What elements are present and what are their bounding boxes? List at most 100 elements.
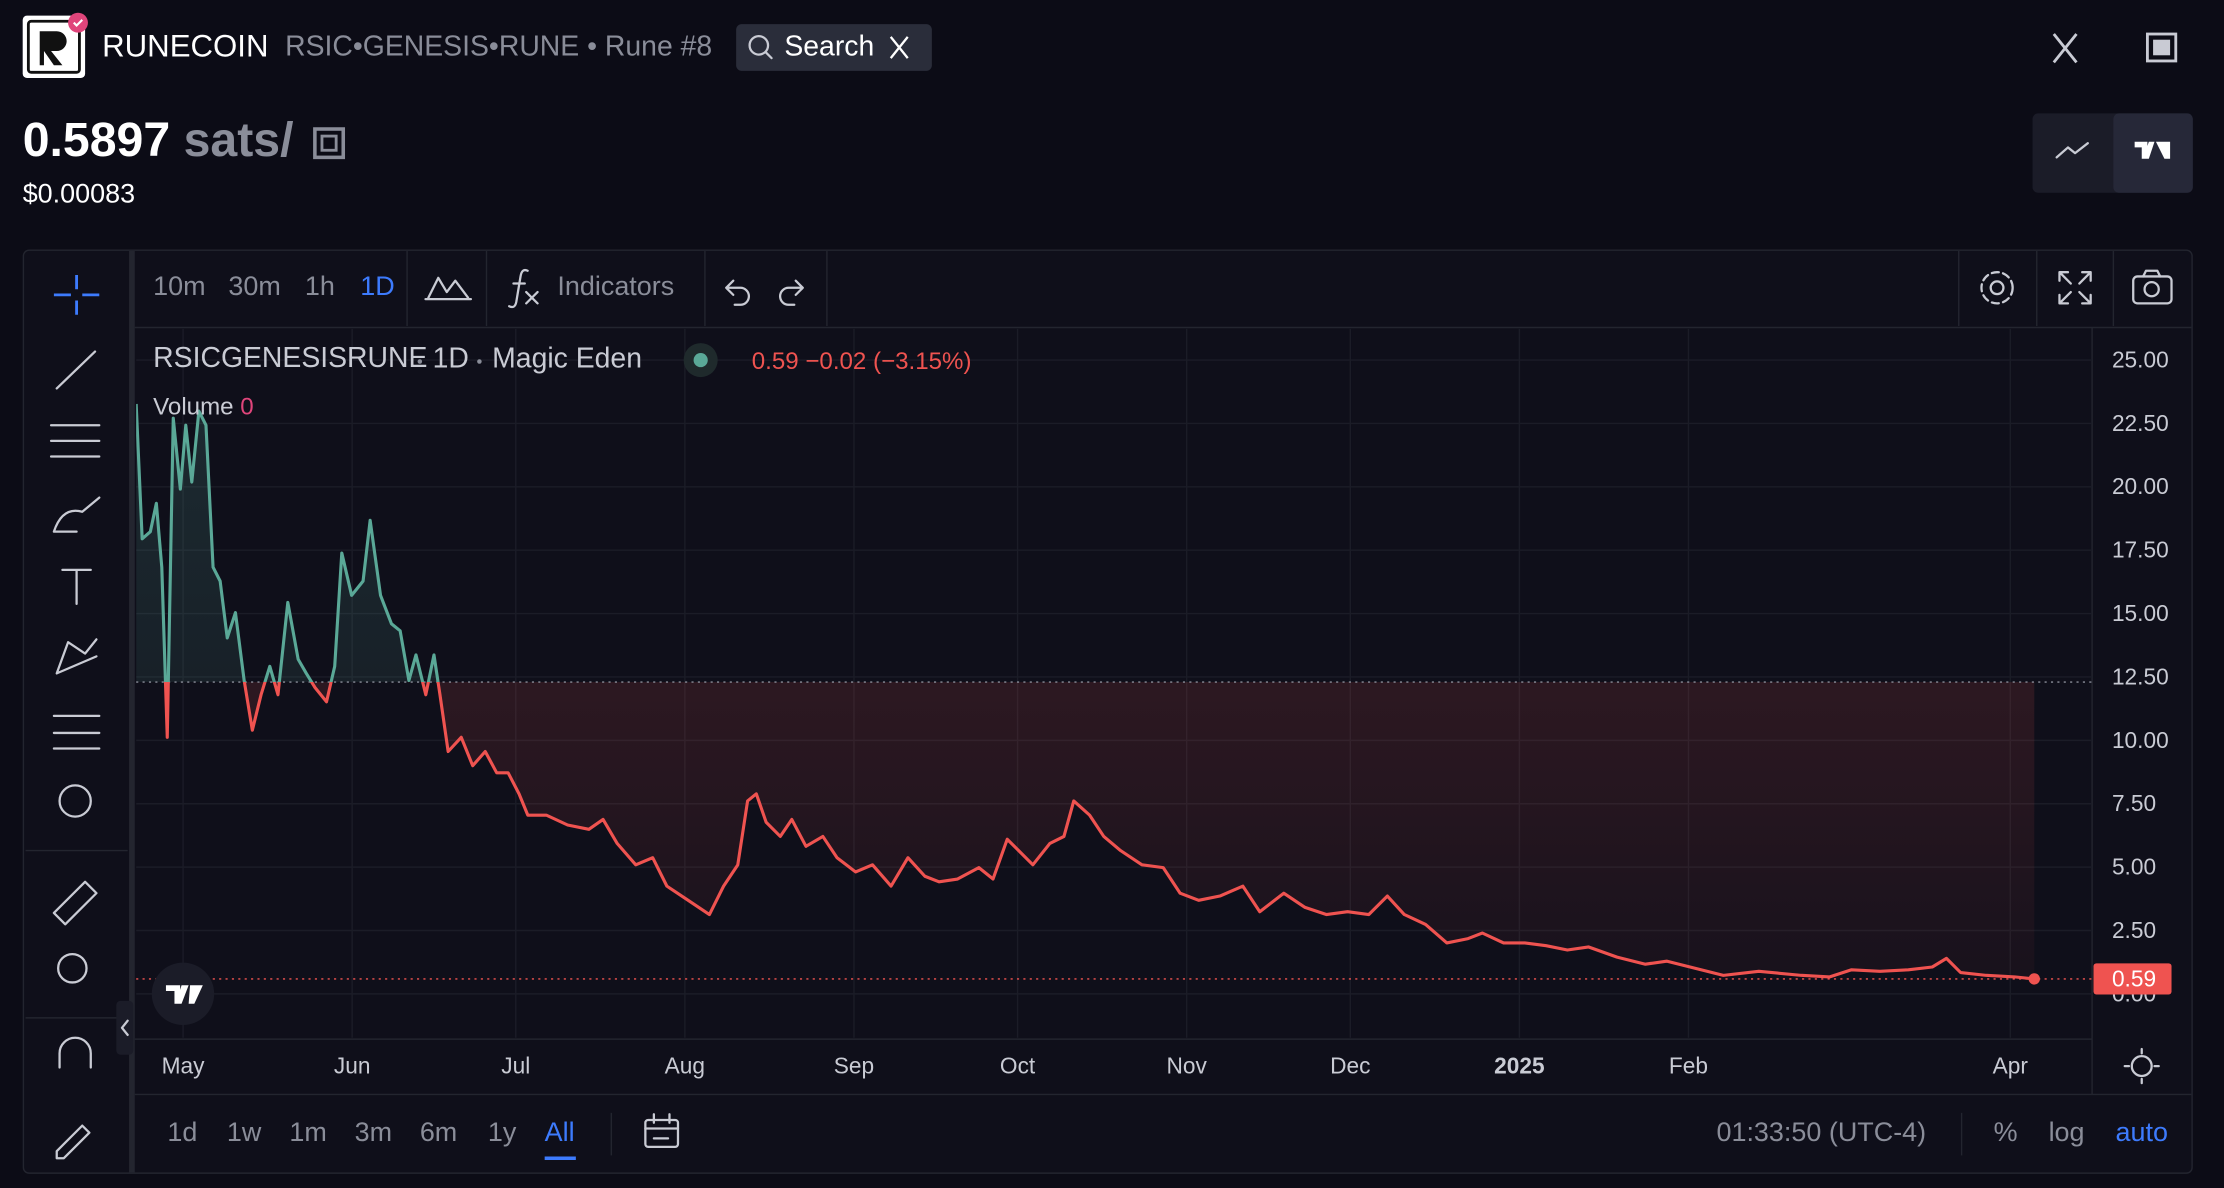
- price-label: 0.59: [2112, 965, 2156, 991]
- price-usd: $0.00083: [23, 179, 135, 209]
- collapse-button[interactable]: [116, 1000, 134, 1055]
- legend-separator: [477, 359, 482, 364]
- rune-name: RSIC•GENESIS•RUNE • Rune #8: [285, 31, 712, 63]
- legend-last: 0.59: [752, 348, 799, 375]
- window-button[interactable]: [2145, 32, 2178, 63]
- y-tick-label: 25.00: [2112, 346, 2169, 372]
- chart-toggle[interactable]: [2032, 113, 2193, 193]
- x-tick-label: 2025: [1494, 1052, 1544, 1078]
- rune-symbol: [313, 127, 346, 160]
- undo-button[interactable]: [725, 279, 750, 306]
- x-tick-label: Apr: [1993, 1052, 2029, 1078]
- x-tick-label: Jul: [501, 1052, 530, 1078]
- line-down: [163, 682, 2035, 981]
- legend-symbol: RSICGENESISRUNE: [153, 343, 427, 375]
- redo-button[interactable]: [779, 279, 804, 306]
- range-button[interactable]: 1w: [227, 1117, 262, 1147]
- x-tick-label: Sep: [834, 1052, 874, 1078]
- x-tick-label: Oct: [1000, 1052, 1036, 1078]
- line-tool[interactable]: [55, 350, 97, 390]
- toolbar-separators: [406, 250, 2115, 327]
- y-tick-label: 15.00: [2112, 600, 2169, 626]
- legend-separator: [417, 359, 423, 364]
- y-tick-label: 5.00: [2112, 854, 2156, 880]
- legend: RSICGENESISRUNE: [153, 343, 427, 375]
- line-up: [136, 403, 440, 683]
- range-button[interactable]: 1d: [167, 1117, 197, 1147]
- fullscreen-button[interactable]: [2058, 271, 2092, 305]
- range-button[interactable]: 6m: [420, 1117, 457, 1147]
- x-tick-label: Dec: [1330, 1052, 1370, 1078]
- screenshot-button[interactable]: [2132, 269, 2173, 305]
- projection-tool[interactable]: [52, 714, 101, 750]
- plot: [136, 403, 2093, 985]
- x-tick-label: Aug: [665, 1052, 705, 1078]
- area-down: [136, 682, 2035, 979]
- lock-tool[interactable]: [55, 1124, 91, 1160]
- time-axis-settings[interactable]: [2123, 1047, 2160, 1085]
- brand: RUNECOIN: [102, 28, 268, 63]
- tradingview-logo[interactable]: [151, 962, 215, 1025]
- indicators-icon[interactable]: [508, 268, 539, 309]
- y-tick-label: 20.00: [2112, 473, 2169, 499]
- interval-button[interactable]: 10m: [153, 271, 205, 301]
- interval-button[interactable]: 30m: [228, 271, 280, 301]
- search-label: Search: [784, 31, 874, 63]
- y-tick-label: 7.50: [2112, 790, 2156, 816]
- legend-source: Magic Eden: [492, 343, 642, 375]
- range-button-active[interactable]: All: [545, 1117, 575, 1147]
- fib-tool[interactable]: [49, 424, 101, 458]
- volume-value: 0: [240, 394, 253, 421]
- price: 0.5897 sats/: [23, 113, 294, 167]
- y-tick-label: 17.50: [2112, 537, 2169, 563]
- x-tick-label: Nov: [1167, 1052, 1208, 1078]
- y-tick-label: 2.50: [2112, 917, 2156, 943]
- x-tick-label: Feb: [1669, 1052, 1708, 1078]
- price-value: 0.5897: [23, 113, 170, 167]
- range-button[interactable]: 1y: [488, 1117, 517, 1147]
- zoom-tool[interactable]: [57, 952, 88, 984]
- volume-legend: Volume 0: [153, 394, 254, 421]
- legend-values: 0.59 −0.02 (−3.15%): [752, 348, 972, 375]
- range-button[interactable]: 1m: [289, 1117, 326, 1147]
- search-button[interactable]: Search: [736, 24, 932, 71]
- settings-button[interactable]: [1980, 271, 2014, 305]
- clock: 01:33:50 (UTC-4): [1716, 1117, 1926, 1147]
- emoji-tool[interactable]: [58, 784, 92, 818]
- go-to-date-button[interactable]: [644, 1113, 680, 1149]
- y-tick-label: 10.00: [2112, 727, 2169, 753]
- logo[interactable]: [22, 12, 88, 78]
- range-button[interactable]: 3m: [355, 1117, 392, 1147]
- price-label-box: [2093, 963, 2172, 995]
- drawing-tools: [25, 275, 134, 1160]
- log-scale-button[interactable]: log: [2049, 1117, 2085, 1147]
- x-link[interactable]: [2052, 33, 2078, 64]
- last-point: [2028, 973, 2040, 985]
- text-tool[interactable]: [61, 568, 92, 606]
- crosshair-tool[interactable]: [53, 275, 100, 315]
- brush-tool[interactable]: [52, 496, 101, 533]
- legend-change-pct: (−3.15%): [873, 348, 971, 375]
- interval-button[interactable]: 1h: [305, 271, 335, 301]
- pattern-tool[interactable]: [55, 638, 98, 675]
- market-status-dot: [693, 352, 708, 368]
- price-unit: sats/: [184, 113, 294, 167]
- axes: 0.002.505.007.5010.0012.5015.0017.5020.0…: [162, 346, 2172, 1078]
- ruler-tool[interactable]: [52, 880, 98, 926]
- y-tick-label: 12.50: [2112, 663, 2169, 689]
- x-tick-label: May: [162, 1052, 206, 1078]
- y-tick-label: 22.50: [2112, 410, 2169, 436]
- x-tick-label: Jun: [334, 1052, 371, 1078]
- interval-button-active[interactable]: 1D: [360, 271, 394, 301]
- indicators-button[interactable]: Indicators: [557, 271, 674, 301]
- magnet-tool[interactable]: [58, 1036, 92, 1069]
- chart-style-button[interactable]: [424, 276, 473, 301]
- percent-scale-button[interactable]: %: [1994, 1117, 2018, 1147]
- area-up: [136, 403, 439, 683]
- legend-change: −0.02: [805, 348, 866, 375]
- legend-interval: 1D: [433, 343, 469, 375]
- auto-scale-button[interactable]: auto: [2116, 1117, 2168, 1147]
